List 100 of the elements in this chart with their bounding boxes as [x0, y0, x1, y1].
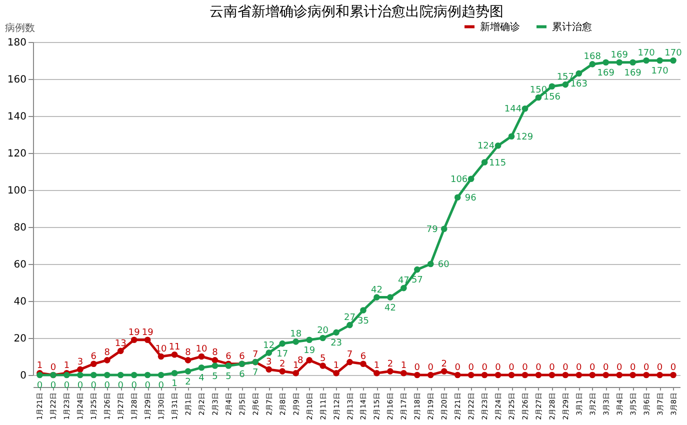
y-tick-label: 0 [20, 370, 26, 382]
point [508, 372, 515, 378]
point [522, 105, 528, 112]
point [266, 366, 272, 373]
data-label: 19 [142, 328, 154, 338]
point [616, 372, 623, 378]
data-label: 6 [239, 352, 246, 362]
data-label: 163 [570, 79, 588, 90]
data-label: 8 [297, 356, 304, 366]
point [508, 133, 515, 140]
point [360, 307, 366, 314]
point [468, 372, 474, 378]
point [387, 294, 394, 300]
data-label: 6 [90, 352, 97, 362]
legend-label: 新增确诊 [480, 20, 520, 33]
point [374, 370, 380, 376]
point [616, 59, 623, 66]
legend-label: 累计治愈 [552, 20, 592, 33]
data-label: 13 [114, 338, 126, 349]
data-label: 7 [346, 350, 353, 360]
data-label: 57 [411, 276, 423, 286]
point [440, 226, 448, 232]
data-label: 0 [643, 363, 650, 373]
point [117, 372, 124, 378]
point [387, 368, 394, 374]
point [454, 194, 461, 201]
data-label: 0 [414, 363, 420, 373]
point [171, 370, 178, 376]
point [602, 372, 610, 378]
point [212, 362, 218, 369]
point [158, 372, 164, 378]
point [576, 372, 582, 378]
data-label: 170 [651, 66, 669, 76]
data-label: 0 [50, 363, 56, 373]
data-label: 1 [64, 361, 70, 372]
data-label: 5 [320, 354, 326, 364]
point [630, 372, 636, 378]
data-label: 0 [77, 381, 84, 391]
data-label: 2 [185, 377, 191, 388]
point [643, 57, 650, 64]
point [130, 372, 138, 378]
data-label: 8 [212, 348, 218, 358]
point [266, 350, 272, 356]
data-label: 0 [64, 381, 70, 391]
point [346, 322, 353, 328]
y-tick-label: 180 [7, 38, 26, 48]
data-label: 0 [522, 363, 528, 373]
data-label: 1 [36, 361, 43, 372]
point [158, 353, 164, 360]
point [522, 372, 528, 378]
chart-title: 云南省新增确诊病例和累计治愈出院病例趋势图 [210, 4, 504, 20]
point [104, 372, 110, 378]
data-label: 27 [344, 313, 356, 324]
point [320, 334, 326, 342]
point [643, 372, 650, 378]
data-label: 169 [624, 68, 642, 78]
data-label: 12 [263, 340, 275, 351]
point [144, 336, 151, 344]
point [427, 372, 434, 378]
data-label: 35 [358, 316, 369, 326]
point [414, 372, 420, 378]
data-label: 0 [536, 363, 542, 373]
data-label: 156 [543, 92, 561, 102]
point [374, 294, 380, 300]
data-label: 144 [504, 104, 522, 115]
point [77, 372, 84, 378]
data-label: 60 [438, 260, 450, 270]
data-label: 0 [590, 363, 596, 373]
point [333, 329, 340, 336]
point [630, 59, 636, 66]
data-label: 0 [468, 363, 474, 373]
point [427, 260, 434, 268]
data-label: 4 [198, 374, 205, 384]
point [454, 372, 461, 378]
point [602, 59, 610, 66]
point [212, 357, 218, 364]
point [90, 360, 97, 368]
point [548, 83, 556, 90]
point [292, 338, 300, 345]
point [360, 360, 366, 368]
point [589, 372, 596, 378]
data-label: 129 [516, 132, 534, 142]
point [198, 353, 205, 360]
point [292, 370, 300, 376]
point [279, 368, 286, 374]
data-label: 5 [212, 372, 218, 382]
y-tick-label: 120 [7, 148, 26, 160]
y-tick-label: 20 [14, 334, 26, 344]
point [468, 176, 474, 182]
point [171, 351, 178, 358]
data-label: 1 [333, 361, 340, 372]
data-label: 170 [664, 48, 682, 58]
data-label: 170 [638, 48, 656, 58]
data-label: 0 [549, 363, 556, 373]
point [670, 372, 676, 378]
data-label: 42 [370, 285, 382, 296]
point [576, 70, 582, 77]
point [117, 348, 124, 354]
data-label: 3 [266, 357, 272, 368]
point [130, 336, 138, 344]
